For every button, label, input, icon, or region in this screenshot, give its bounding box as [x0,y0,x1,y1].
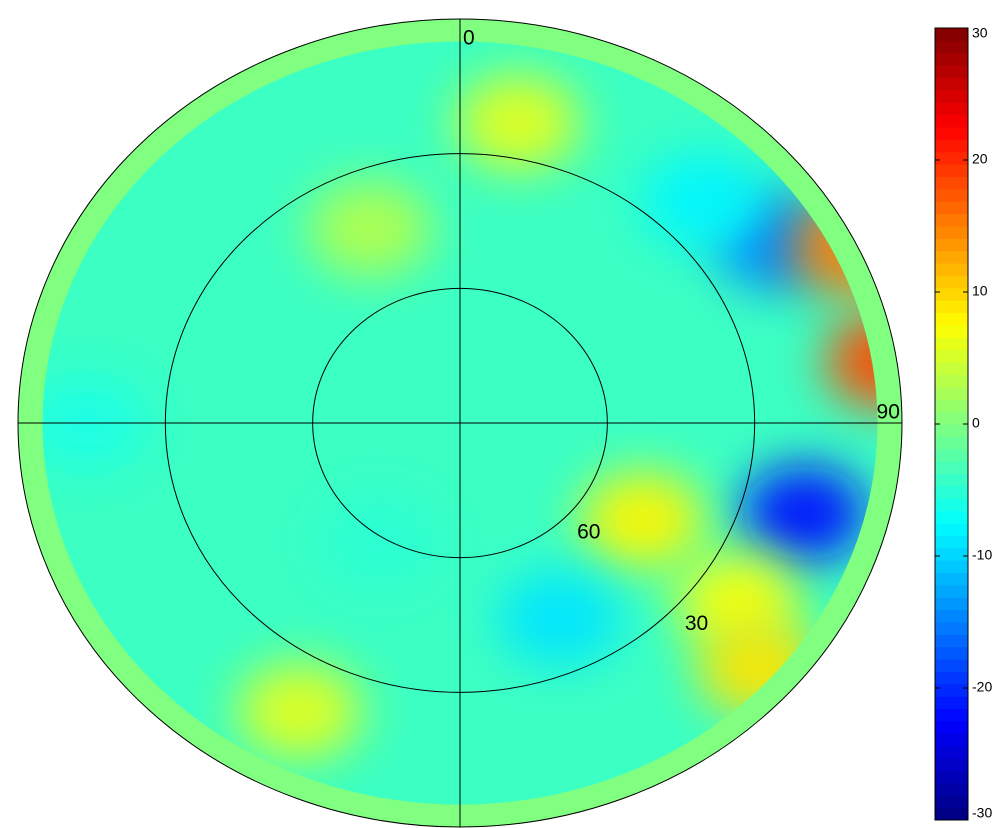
colorbar-step [935,102,968,116]
colorbar-step [935,733,968,747]
colorbar-step [935,349,968,363]
colorbar-step [935,473,968,487]
cell [580,471,705,568]
colorbar-step [935,597,968,611]
colorbar-step [935,510,968,524]
azimuth-label: 90 [877,401,900,424]
colorbar-step [935,250,968,264]
colorbar-step [935,782,968,796]
colorbar-step [935,807,968,821]
cell [237,662,362,759]
colorbar-step [935,436,968,450]
colorbar-step [935,770,968,784]
colorbar-step [935,275,968,289]
colorbar-step [935,609,968,623]
colorbar-step [935,337,968,351]
colorbar-step [935,498,968,512]
elevation-label: 60 [577,520,600,543]
colorbar-step [935,535,968,549]
colorbar-step [935,89,968,103]
colorbar-step [935,745,968,759]
colorbar-step [935,634,968,648]
colorbar-step [935,448,968,462]
colorbar-label: -30 [972,805,992,821]
azimuth-label: 0 [463,27,475,50]
colorbar-step [935,52,968,66]
colorbar-step [935,523,968,536]
colorbar-step [935,325,968,338]
colorbar-step [935,201,968,215]
colorbar-step [935,721,968,734]
colorbar-step [935,263,968,276]
colorbar-label: 20 [972,151,988,167]
colorbar-step [935,188,968,202]
colorbar-step [935,40,968,54]
outer-ring [17,18,903,828]
colorbar-step [935,683,968,697]
colorbar-step [935,622,968,635]
cell [307,180,432,277]
colorbar-step [935,584,968,598]
cell [742,465,867,562]
colorbar-step [935,795,968,809]
colorbar-step [935,547,968,561]
colorbar-step [935,127,968,140]
colorbar-step [935,238,968,252]
cell [497,570,622,667]
colorbar-step [935,312,968,326]
cell [641,152,766,249]
colorbar-label: 10 [972,283,988,299]
cell [317,493,442,590]
colorbar-label: -10 [972,547,992,563]
elevation-label: 30 [685,612,708,635]
colorbar-step [935,139,968,153]
colorbar-step [935,65,968,78]
colorbar-label: 0 [972,415,980,431]
colorbar-step [935,386,968,400]
colorbar-step [935,226,968,239]
colorbar-step [935,411,968,425]
colorbar-step [935,424,968,437]
colorbar-step [935,213,968,227]
colorbar-step [935,151,968,165]
colorbar-step [935,114,968,128]
colorbar-label: -20 [972,679,992,695]
colorbar-label: 30 [972,25,988,41]
colorbar-step [935,28,968,41]
colorbar-step [935,287,968,301]
colorbar-step [935,77,968,91]
colorbar-step [935,176,968,190]
colorbar-step [935,485,968,499]
colorbar-step [935,659,968,672]
colorbar-step [935,708,968,722]
colorbar-step [935,300,968,314]
colorbar-step [935,374,968,388]
colorbar-step [935,461,968,474]
colorbar-step [935,696,968,710]
colorbar-step [935,572,968,586]
cell [824,313,878,410]
colorbar-step [935,399,968,413]
colorbar-step [935,560,968,573]
cell [455,74,580,171]
colorbar-step [935,646,968,660]
colorbar-step [935,758,968,771]
elevation-ring [312,287,608,559]
colorbar-step [935,164,968,177]
elevation-ring [164,153,756,693]
colorbar-step [935,671,968,685]
colorbar-step [935,362,968,375]
